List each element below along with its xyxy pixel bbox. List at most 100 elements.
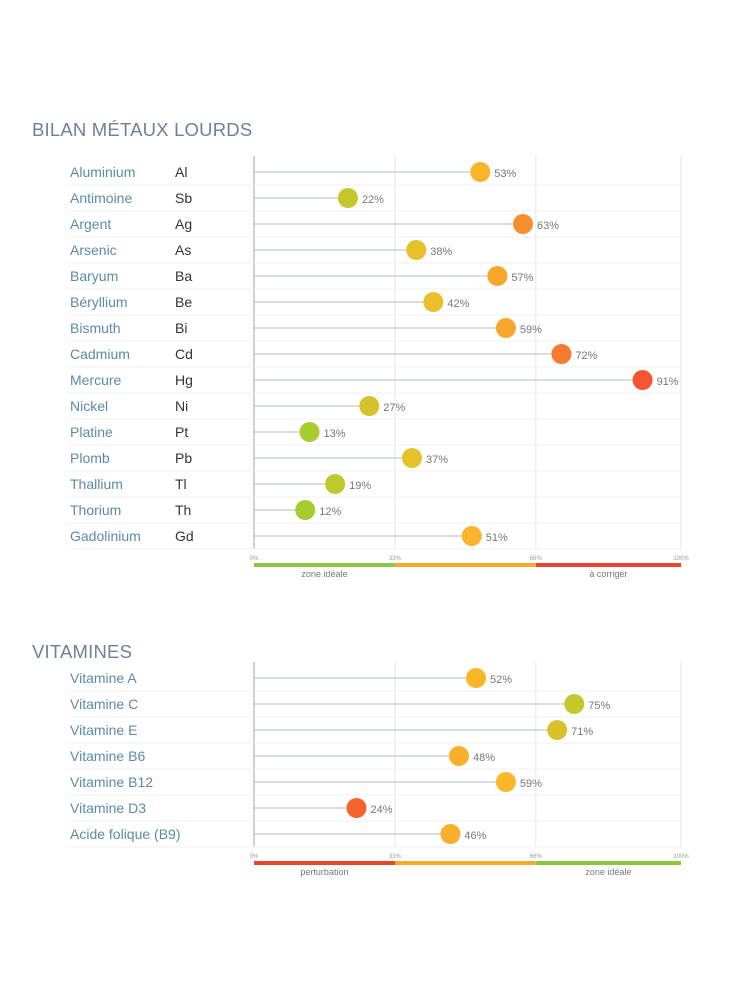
row-label: Antimoine <box>70 190 132 206</box>
data-point <box>495 772 516 792</box>
row-label: Platine <box>70 424 113 440</box>
row-symbol: Ba <box>175 268 192 284</box>
data-point <box>564 694 585 714</box>
row-label: Plomb <box>70 450 110 466</box>
tick-label: 66% <box>530 854 543 860</box>
value-label: 63% <box>537 220 559 232</box>
tick-label: 33% <box>389 556 402 562</box>
data-point <box>346 798 367 818</box>
zone-label-right: zone idéale <box>585 867 631 877</box>
value-label: 91% <box>657 376 679 388</box>
row-label: Thorium <box>70 502 121 518</box>
tick-label: 0% <box>250 854 259 860</box>
row-symbol: As <box>175 242 191 258</box>
row-symbol: Pb <box>175 450 192 466</box>
row-label: Vitamine E <box>70 722 137 738</box>
row-label: Arsenic <box>70 242 117 258</box>
value-label: 53% <box>494 168 516 180</box>
row-symbol: Cd <box>175 346 193 362</box>
data-point <box>495 318 516 338</box>
value-label: 52% <box>490 674 512 686</box>
row-label: Acide folique (B9) <box>70 826 181 842</box>
data-point <box>325 474 346 494</box>
tick-label: 66% <box>530 556 543 562</box>
row-label: Mercure <box>70 372 122 388</box>
data-point <box>406 240 427 260</box>
data-point <box>551 344 572 364</box>
data-point <box>487 266 508 286</box>
chart-metaux: Aluminium Al 53% Antimoine Sb 22% Argent Ag 63% A… <box>66 156 689 579</box>
value-label: 59% <box>520 778 542 790</box>
row-label: Béryllium <box>70 294 128 310</box>
data-point <box>423 292 444 312</box>
value-label: 59% <box>520 324 542 336</box>
row-label: Bismuth <box>70 320 121 336</box>
tick-label: 100% <box>673 854 689 860</box>
section-title-vitamines: VITAMINES <box>32 641 133 662</box>
data-point <box>632 370 653 390</box>
value-label: 27% <box>383 402 405 414</box>
data-point <box>448 746 469 766</box>
row-symbol: Sb <box>175 190 192 206</box>
scale-segment <box>535 563 681 567</box>
row-symbol: Th <box>175 502 191 518</box>
scale-segment <box>254 563 395 567</box>
scale-segment <box>535 861 681 865</box>
zone-label-left: zone idéale <box>301 569 347 579</box>
data-point <box>401 448 422 468</box>
value-label: 38% <box>430 246 452 258</box>
scale-segment <box>254 861 395 865</box>
row-symbol: Gd <box>175 528 194 544</box>
scale-segment <box>394 861 536 865</box>
row-label: Nickel <box>70 398 108 414</box>
section-title-metaux: BILAN MÉTAUX LOURDS <box>32 119 253 140</box>
row-label: Argent <box>70 216 111 232</box>
row-label: Aluminium <box>70 164 135 180</box>
data-point <box>440 824 461 844</box>
row-symbol: Ag <box>175 216 192 232</box>
value-label: 19% <box>349 480 371 492</box>
scale-segment <box>394 563 536 567</box>
value-label: 12% <box>319 506 341 518</box>
row-label: Vitamine C <box>70 696 138 712</box>
row-label: Vitamine A <box>70 670 137 686</box>
value-label: 37% <box>426 454 448 466</box>
row-label: Cadmium <box>70 346 130 362</box>
value-label: 51% <box>486 532 508 544</box>
value-label: 57% <box>511 272 533 284</box>
data-point <box>513 214 534 234</box>
row-label: Baryum <box>70 268 118 284</box>
row-label: Vitamine B12 <box>70 774 153 790</box>
data-point <box>337 188 358 208</box>
data-point <box>470 162 491 182</box>
data-point <box>359 396 380 416</box>
row-symbol: Pt <box>175 424 188 440</box>
data-point <box>466 668 487 688</box>
data-point <box>299 422 320 442</box>
row-symbol: Ni <box>175 398 188 414</box>
tick-label: 33% <box>389 854 402 860</box>
data-point <box>547 720 568 740</box>
value-label: 72% <box>575 350 597 362</box>
row-symbol: Be <box>175 294 192 310</box>
row-label: Vitamine D3 <box>70 800 146 816</box>
chart-vitamines: Vitamine A 52% Vitamine C 75% Vitamine E 71% V… <box>66 662 689 877</box>
tick-label: 0% <box>250 556 259 562</box>
row-label: Thallium <box>70 476 123 492</box>
row-label: Vitamine B6 <box>70 748 145 764</box>
value-label: 24% <box>370 804 392 816</box>
row-symbol: Hg <box>175 372 193 388</box>
value-label: 42% <box>447 298 469 310</box>
data-point <box>461 526 482 546</box>
data-point <box>295 500 316 520</box>
row-label: Gadolinium <box>70 528 141 544</box>
value-label: 75% <box>588 700 610 712</box>
zone-label-left: perturbation <box>300 867 348 877</box>
value-label: 13% <box>324 428 346 440</box>
value-label: 71% <box>571 726 593 738</box>
row-symbol: Tl <box>175 476 187 492</box>
tick-label: 100% <box>673 556 689 562</box>
value-label: 22% <box>362 194 384 206</box>
row-symbol: Bi <box>175 320 187 336</box>
row-symbol: Al <box>175 164 187 180</box>
